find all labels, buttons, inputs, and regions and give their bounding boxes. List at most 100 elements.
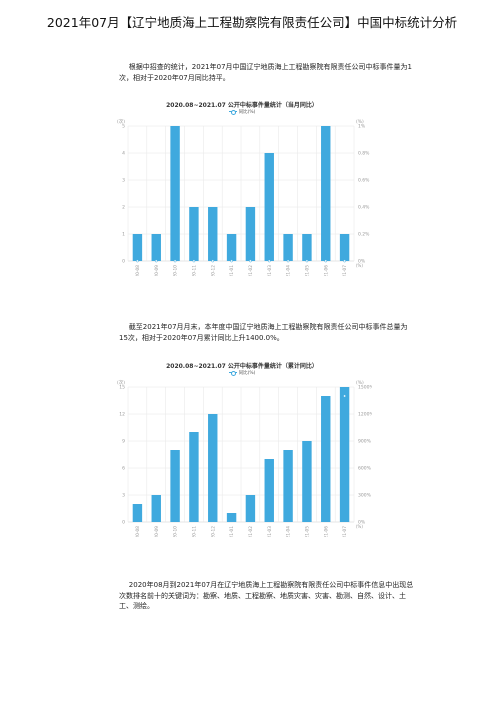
bar (264, 153, 274, 261)
x-tick-label: 2021-02 (248, 526, 254, 537)
line-point (267, 259, 271, 263)
right-axis-unit: (%) (356, 380, 364, 386)
x-tick-label: 2020-12 (210, 265, 216, 276)
x-tick-label: 2020-12 (210, 526, 216, 537)
x-tick-label: 2021-04 (286, 265, 292, 276)
right-tick-label: 0.8% (358, 151, 370, 157)
chart-cumulative: 2020.08~2021.07 公开中标事件量统计（累计同比） 同比(%) (次… (112, 359, 372, 537)
line-point (305, 259, 309, 263)
bar (302, 441, 312, 522)
chart-monthly: 2020.08~2021.07 公开中标事件量统计（当月同比） 同比(%) (次… (112, 98, 372, 276)
x-tick-label: 2021-04 (286, 526, 292, 537)
line-point (249, 259, 252, 263)
right-tick-label: 1% (358, 124, 366, 130)
bar (283, 234, 293, 261)
y-tick-label: 0 (122, 259, 125, 265)
line-point (324, 259, 328, 263)
bar (245, 495, 256, 522)
bar (226, 513, 237, 522)
y-tick-label: 5 (122, 124, 125, 130)
line-point (286, 259, 290, 263)
chart-title: 2020.08~2021.07 公开中标事件量统计（当月同比） (166, 102, 318, 109)
y-tick-label: 4 (122, 151, 125, 157)
x-tick-label: 2021-05 (304, 265, 310, 276)
right-tick-label: 1500% (358, 385, 372, 391)
y-tick-label: 3 (122, 178, 125, 184)
legend-line-icon (228, 109, 237, 115)
right-tick-label: 0% (358, 259, 366, 265)
bar (151, 234, 161, 261)
bar (339, 387, 350, 522)
bar (245, 207, 256, 261)
bar (226, 234, 237, 261)
y-tick-label: 15 (119, 385, 125, 391)
bar (208, 207, 218, 261)
chart-svg: (次) (%) 0 0% 3 300% 6 600% 9 900% 12 1200% 15 1500% 20… (117, 379, 372, 537)
paragraph-monthly-summary: 根据中招查的统计，2021年07月中国辽宁地质海上工程勘察院有限责任公司中标事件… (119, 63, 412, 82)
x-tick-label: 2020-10 (173, 265, 179, 276)
y-tick-label: 12 (119, 412, 125, 418)
line-point (154, 259, 158, 263)
bar (170, 126, 180, 261)
x-tick-label: 2020-10 (173, 526, 179, 537)
chart-legend: 同比(%) (112, 370, 372, 376)
bar (321, 396, 331, 522)
line-point (136, 259, 139, 263)
x-tick-label: 2020-08 (135, 526, 141, 537)
x-tick-label: 2020-09 (154, 265, 160, 276)
page-title: 2021年07月【辽宁地质海上工程勘察院有限责任公司】中国中标统计分析 (46, 15, 458, 30)
left-axis-unit: (次) (117, 118, 125, 125)
bar (189, 207, 199, 261)
chart-legend: 同比(%) (112, 109, 372, 115)
right-tick-label: 1200% (358, 412, 372, 418)
right-tick-label: 0% (358, 520, 366, 526)
bar (151, 495, 161, 522)
y-tick-label: 6 (122, 466, 125, 472)
legend-label: 同比(%) (238, 110, 256, 115)
line-point (343, 259, 346, 263)
x-tick-label: 2020-08 (135, 265, 141, 276)
y-tick-label: 2 (122, 205, 125, 211)
legend-label: 同比(%) (238, 371, 256, 376)
right-tick-label: 0.4% (358, 205, 370, 211)
right-tick-label: 600% (358, 466, 372, 472)
line-point (343, 394, 346, 398)
bar (208, 414, 218, 522)
y-tick-label: 1 (122, 232, 125, 238)
y-tick-label: 9 (122, 439, 125, 445)
x-tick-label: 2021-01 (229, 265, 235, 276)
right-tick-label: 0.6% (358, 178, 370, 184)
right-tick-label: 300% (358, 493, 372, 499)
bar (264, 459, 274, 522)
x-tick-label: 2020-09 (154, 526, 160, 537)
right-axis-label: (%) (356, 263, 363, 268)
bar (170, 450, 180, 522)
line-point (173, 259, 177, 263)
bar (132, 504, 143, 522)
x-tick-label: 2021-07 (342, 265, 348, 276)
bar (339, 234, 350, 261)
x-tick-label: 2021-03 (267, 526, 273, 537)
right-tick-label: 900% (358, 439, 372, 445)
x-tick-label: 2021-06 (323, 526, 329, 537)
bar (283, 450, 293, 522)
x-tick-label: 2021-07 (342, 526, 348, 537)
chart-svg: (次) (%) 0 0% 1 0.2% 2 0.4% 3 0.6% 4 0.8% 5 1% 2020-08 2… (117, 118, 370, 276)
left-axis-unit: (次) (117, 379, 125, 386)
line-point (230, 259, 233, 263)
line-point (211, 259, 215, 263)
bar (189, 432, 199, 522)
bar (302, 234, 312, 261)
x-tick-label: 2021-06 (323, 265, 329, 276)
right-tick-label: 0.2% (358, 232, 370, 238)
bar (321, 126, 331, 261)
x-tick-label: 2020-11 (191, 265, 197, 276)
paragraph-cumulative-summary: 截至2021年07月月末，本年度中国辽宁地质海上工程勘察院有限责任公司中标事件总… (119, 323, 408, 342)
chart-title: 2020.08~2021.07 公开中标事件量统计（累计同比） (166, 363, 318, 370)
x-tick-label: 2021-01 (229, 526, 235, 537)
right-axis-label: (%) (356, 524, 363, 529)
line-point (192, 259, 196, 263)
legend-line-icon (228, 370, 237, 376)
right-axis-unit: (%) (356, 119, 364, 125)
x-tick-label: 2021-03 (267, 265, 273, 276)
